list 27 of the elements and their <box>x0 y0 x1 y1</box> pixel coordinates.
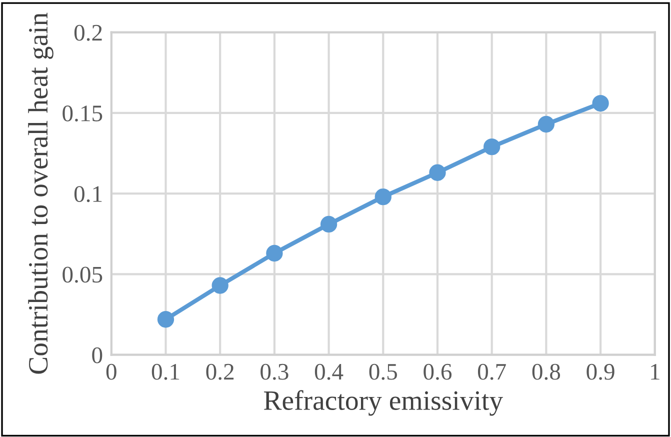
y-tick-label: 0 <box>92 347 102 364</box>
x-tick-label: 0.8 <box>532 364 560 380</box>
point <box>212 277 228 294</box>
point <box>374 188 392 206</box>
point <box>157 311 174 328</box>
point <box>429 164 446 181</box>
x-tick-label: 0.1 <box>152 364 180 380</box>
point <box>266 244 283 262</box>
y-axis-title: Contribution to overall heat gain <box>28 12 54 374</box>
x-tick-label: 1 <box>651 364 660 380</box>
x-tick-label: 0.3 <box>260 364 288 380</box>
x-tick-label: 0.7 <box>478 364 506 380</box>
point <box>484 138 500 156</box>
point <box>538 116 555 133</box>
x-tick-label: 0.6 <box>424 364 452 380</box>
y-tick-label: 0.05 <box>62 266 102 283</box>
y-tick-label: 0.2 <box>74 24 102 41</box>
x-tick-label: 0.4 <box>314 364 344 380</box>
x-tick-label: 0 <box>106 364 116 380</box>
y-tick-label: 0.15 <box>62 105 102 122</box>
x-tick-label: 0.9 <box>586 364 614 380</box>
x-axis-title: Refractory emissivity <box>264 390 503 416</box>
y-tick-label: 0.1 <box>74 186 102 202</box>
point <box>592 94 609 112</box>
x-tick-label: 0.2 <box>206 364 234 380</box>
x-tick-label: 0.5 <box>369 364 397 380</box>
point <box>320 216 338 233</box>
